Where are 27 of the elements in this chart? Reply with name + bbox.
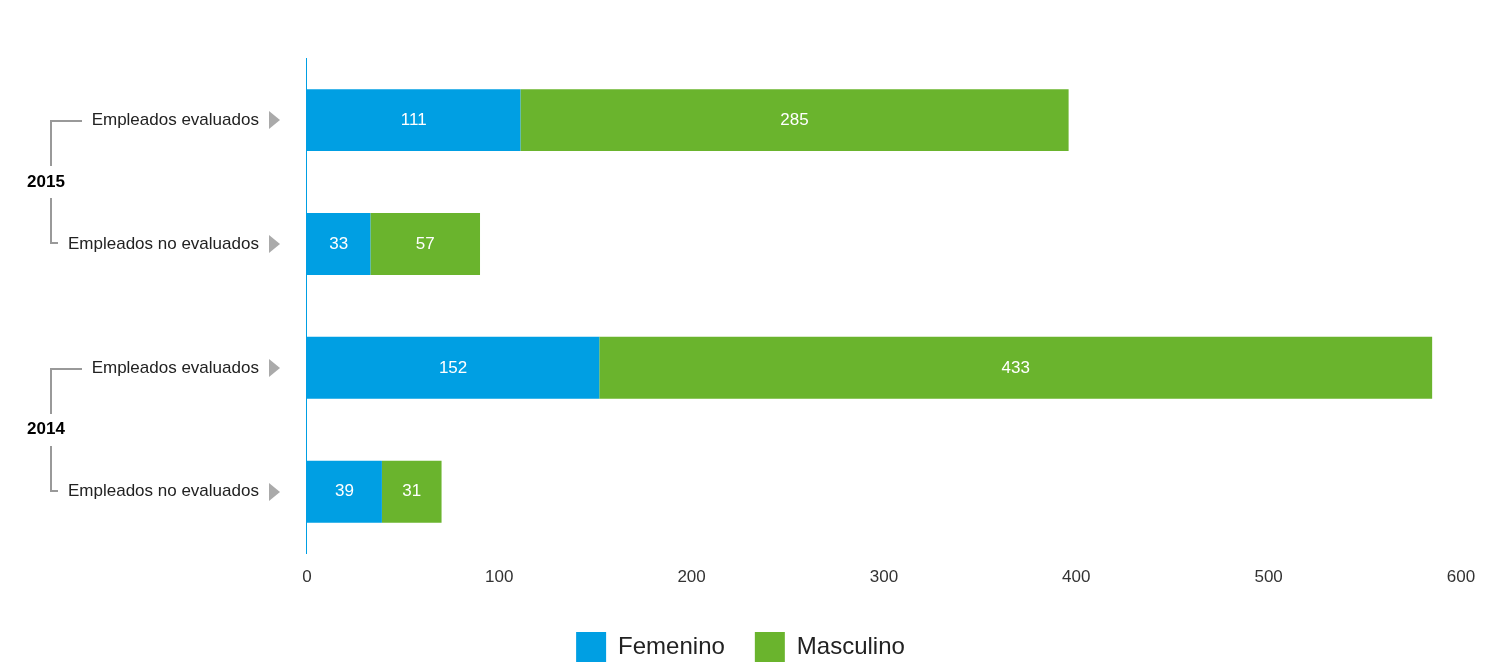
text: 2014 [27,419,66,439]
data-label: 285 [780,109,809,129]
legend-label: Femenino [618,631,725,659]
x-tick-label: 300 [869,567,899,587]
y-tick-label: Empleados no evaluados [67,233,259,253]
data-label: 152 [438,357,468,377]
y-tick-label: Empleados no evaluados [67,481,259,501]
bar [599,336,1433,399]
legend-label: Masculino [796,631,905,659]
data-label: 433 [1001,357,1030,377]
x-tick-label: 100 [485,567,514,587]
data-label: 33 [329,233,349,253]
bar [370,213,481,275]
bar [381,460,442,523]
data-label: 31 [402,481,422,501]
x-tick-label: 600 [1446,567,1476,587]
y-tick-label: Empleados evaluados [91,109,259,129]
x-tick-label: 400 [1062,567,1091,587]
x-tick-label: 0 [302,567,312,587]
data-label: 111 [400,109,427,129]
text: 2015 [27,171,65,191]
x-tick-label: 200 [677,567,706,587]
data-label: 39 [334,481,354,501]
x-tick-label: 500 [1254,567,1283,587]
bar [520,89,1069,152]
y-tick-label: Empleados evaluados [91,357,259,377]
data-label: 57 [415,233,435,253]
